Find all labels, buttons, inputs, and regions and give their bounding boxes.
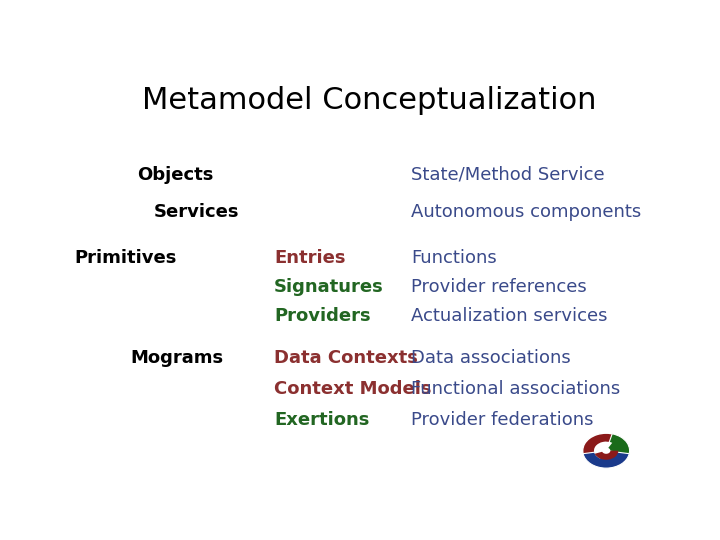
Text: Functions: Functions <box>411 249 497 267</box>
Text: State/Method Service: State/Method Service <box>411 166 605 184</box>
Text: Data associations: Data associations <box>411 349 570 367</box>
Text: Provider references: Provider references <box>411 278 587 296</box>
Text: Functional associations: Functional associations <box>411 380 620 398</box>
Text: Data Contexts: Data Contexts <box>274 349 418 367</box>
Text: Context Models: Context Models <box>274 380 432 398</box>
Text: Objects: Objects <box>138 166 214 184</box>
Text: Metamodel Conceptualization: Metamodel Conceptualization <box>142 86 596 114</box>
Wedge shape <box>582 433 629 468</box>
Text: Providers: Providers <box>274 307 371 326</box>
Wedge shape <box>606 434 629 457</box>
Text: Primitives: Primitives <box>74 249 176 267</box>
Text: Entries: Entries <box>274 249 346 267</box>
Wedge shape <box>602 448 611 454</box>
Text: Autonomous components: Autonomous components <box>411 204 641 221</box>
Text: Signatures: Signatures <box>274 278 384 296</box>
Wedge shape <box>595 451 618 460</box>
Text: Provider federations: Provider federations <box>411 411 593 429</box>
Text: Exertions: Exertions <box>274 411 369 429</box>
Text: Actualization services: Actualization services <box>411 307 608 326</box>
Text: Mograms: Mograms <box>131 349 224 367</box>
Wedge shape <box>583 451 629 468</box>
Wedge shape <box>594 442 612 458</box>
Text: Services: Services <box>154 204 240 221</box>
